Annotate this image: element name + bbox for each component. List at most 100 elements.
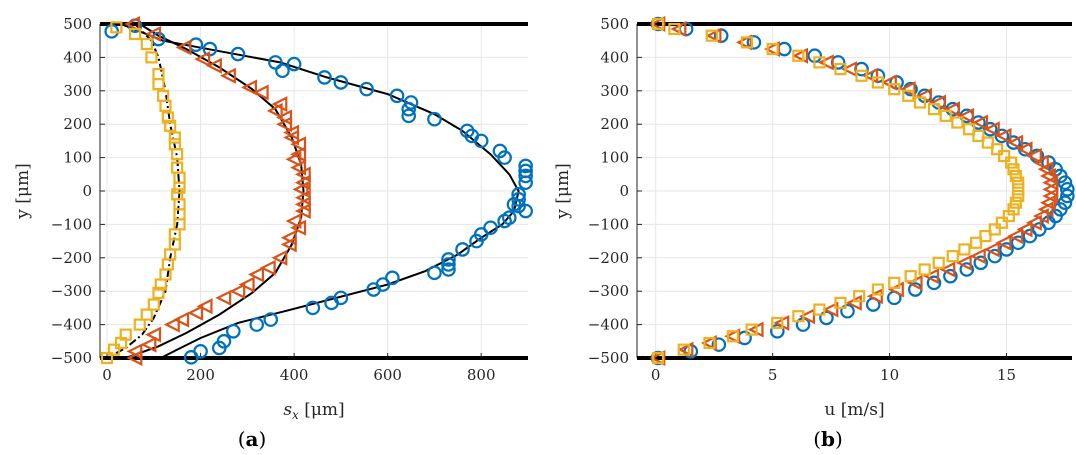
circle-marker — [959, 262, 975, 277]
square-marker — [651, 351, 665, 365]
triangle-marker — [285, 151, 302, 168]
circle-marker — [1060, 188, 1075, 204]
x-tick-label: 5 — [768, 366, 778, 384]
y-tick-label: 200 — [63, 115, 92, 133]
circle-marker — [183, 350, 199, 365]
circle-marker — [1010, 235, 1026, 251]
y-tick-label: 400 — [600, 48, 629, 66]
triangle-marker — [866, 288, 883, 305]
square-marker — [766, 42, 779, 56]
square-marker — [918, 263, 931, 276]
panel-label-open: ( — [238, 427, 246, 451]
square-marker — [888, 83, 901, 96]
square-marker — [107, 343, 121, 356]
triangle-marker — [238, 276, 255, 293]
square-marker — [703, 336, 716, 350]
square-marker — [705, 29, 718, 42]
x-tick-label: 200 — [186, 366, 215, 384]
square-marker — [1002, 209, 1015, 223]
triangle-marker — [763, 41, 780, 58]
y-tick-label: −300 — [51, 282, 92, 300]
x-tick-label: 800 — [467, 366, 496, 384]
square-marker — [979, 229, 992, 243]
triangle-marker — [939, 261, 956, 278]
triangle-marker — [1025, 147, 1042, 164]
triangle-marker — [294, 203, 311, 220]
triangle-marker — [252, 84, 269, 101]
square-marker — [939, 109, 952, 122]
square-marker — [1009, 196, 1022, 209]
circle-marker — [427, 265, 442, 281]
square-marker — [677, 343, 690, 356]
triangle-marker — [248, 266, 264, 283]
circle-marker — [830, 55, 846, 70]
triangle-marker — [923, 268, 939, 285]
circle-marker — [497, 150, 512, 165]
triangle-marker — [271, 96, 288, 113]
square-marker — [173, 181, 186, 194]
triangle-marker — [126, 350, 143, 366]
y-tick-label: 100 — [600, 149, 629, 167]
triangle-marker — [995, 234, 1012, 251]
triangle-marker — [241, 79, 257, 96]
square-marker — [110, 21, 123, 34]
square-marker — [972, 129, 985, 142]
square-marker — [140, 37, 153, 51]
square-marker — [651, 17, 665, 31]
circle-marker — [385, 270, 400, 286]
y-tick-label: 400 — [63, 48, 92, 66]
square-marker — [152, 78, 165, 91]
square-marker — [995, 216, 1008, 229]
square-marker — [855, 69, 868, 82]
triangle-marker — [841, 61, 858, 78]
x-label-unit: [μm] — [299, 400, 345, 420]
square-marker — [962, 123, 976, 136]
y-axis-label: y [μm] — [13, 163, 33, 219]
square-marker — [927, 103, 941, 116]
square-marker — [1012, 176, 1025, 189]
triangle-marker — [271, 249, 288, 266]
triangle-marker — [285, 213, 302, 230]
circle-marker — [211, 340, 227, 356]
triangle-marker — [283, 129, 300, 146]
triangle-marker — [163, 316, 180, 333]
y-tick-label: −100 — [588, 215, 629, 233]
circle-marker — [441, 262, 456, 277]
circle-marker — [711, 337, 727, 352]
panel-label-open: ( — [813, 427, 821, 451]
triangle-marker — [173, 311, 190, 328]
square-series — [100, 21, 186, 365]
triangle-marker — [649, 350, 666, 366]
triangle-marker — [724, 328, 741, 345]
x-tick-label: 0 — [651, 366, 661, 384]
triangle-marker — [196, 298, 213, 315]
square-marker — [1009, 169, 1022, 183]
triangle-marker — [145, 326, 162, 343]
square-marker — [871, 76, 884, 89]
square-marker — [668, 22, 681, 36]
triangle-marker — [1037, 201, 1054, 218]
triangle-marker — [1025, 214, 1042, 231]
square-marker — [726, 330, 739, 343]
triangle-marker — [700, 334, 717, 351]
square-marker — [159, 99, 172, 112]
triangle-marker — [887, 281, 904, 298]
circle-marker — [518, 168, 533, 184]
x-tick-label: 400 — [280, 366, 309, 384]
triangle-marker — [677, 341, 694, 358]
circle-marker — [483, 220, 498, 236]
square-marker — [888, 276, 901, 289]
square-marker — [988, 223, 1001, 236]
circle-marker — [1057, 175, 1073, 190]
circle-marker — [497, 213, 512, 229]
y-tick-label: −400 — [51, 316, 92, 334]
triangle-marker — [290, 159, 307, 176]
triangle-marker — [294, 166, 311, 183]
triangle-marker — [1039, 167, 1056, 184]
triangle-marker — [955, 254, 972, 271]
circle-marker — [230, 46, 246, 62]
circle-marker — [389, 88, 405, 104]
triangle-marker — [735, 34, 752, 51]
panel-b-chart: 0 5 10 15 −500 −400 −300 −200 −100 0 100 200 300 400 5… — [553, 15, 1075, 451]
triangle-marker — [140, 336, 157, 353]
